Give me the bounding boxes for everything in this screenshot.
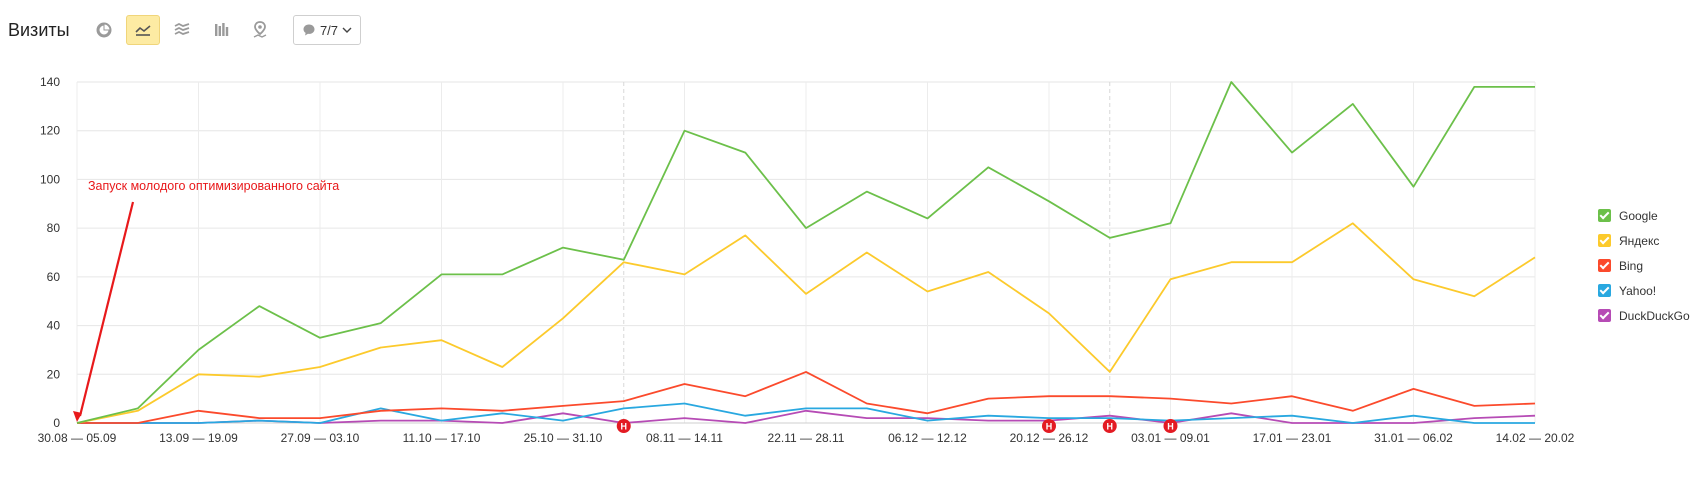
chart-legend: Google Яндекс Bing Yahoo! DuckDuckGo [1598, 203, 1702, 328]
x-tick-label: 13.09 — 19.09 [159, 431, 238, 445]
holiday-marker-label: Н [1046, 422, 1053, 432]
checkbox-checked-icon[interactable] [1598, 309, 1611, 322]
y-tick-label: 20 [47, 367, 61, 381]
bar-chart-icon [215, 23, 229, 36]
map-pin-icon [253, 21, 267, 38]
area-chart-view-button[interactable] [165, 15, 199, 45]
holiday-marker-label: Н [621, 422, 628, 432]
series-line-yahoo- [77, 402, 1535, 424]
series-line-bing [77, 370, 1536, 424]
series-line-яндекс [76, 222, 1536, 424]
x-tick-label: 17.01 — 23.01 [1253, 431, 1332, 445]
legend-item[interactable]: Yahoo! [1598, 278, 1702, 303]
legend-label: DuckDuckGo [1619, 308, 1690, 323]
checkbox-checked-icon[interactable] [1598, 209, 1611, 222]
pie-chart-view-button[interactable] [87, 15, 121, 45]
checkbox-checked-icon[interactable] [1598, 234, 1611, 247]
legend-label: Яндекс [1619, 233, 1660, 248]
y-tick-label: 140 [40, 75, 60, 89]
legend-label: Google [1619, 208, 1658, 223]
annotation-arrowhead [73, 411, 82, 422]
notes-count: 7/7 [319, 22, 339, 38]
chevron-down-icon [342, 27, 352, 33]
chart-area: 0 20 40 60 80 100 120 140 30.08 — 05.09 13.09 — 1… [0, 60, 1704, 476]
checkbox-checked-icon[interactable] [1598, 284, 1611, 297]
line-chart: 0 20 40 60 80 100 120 140 30.08 — 05.09 13.09 — 1… [38, 75, 1575, 445]
holiday-marker[interactable]: Н [1163, 419, 1178, 433]
legend-item[interactable]: DuckDuckGo [1598, 303, 1702, 328]
x-tick-label: 08.11 — 14.11 [646, 431, 723, 445]
line-chart-icon [135, 25, 151, 36]
chart-toolbar: Визиты [0, 12, 420, 50]
series-line-google [76, 81, 1535, 424]
y-tick-label: 80 [47, 221, 61, 235]
x-tick-label: 22.11 — 28.11 [768, 431, 845, 445]
x-tick-label: 27.09 — 03.10 [281, 431, 360, 445]
x-tick-label: 25.10 — 31.10 [524, 431, 603, 445]
legend-label: Bing [1619, 258, 1644, 273]
x-tick-label: 31.01 — 06.02 [1374, 431, 1453, 445]
area-chart-icon [174, 22, 190, 35]
checkbox-checked-icon[interactable] [1598, 259, 1611, 272]
notes-dropdown[interactable]: 7/7 [293, 15, 361, 45]
legend-item[interactable]: Bing [1598, 253, 1702, 278]
legend-item[interactable]: Google [1598, 203, 1702, 228]
legend-item[interactable]: Яндекс [1598, 228, 1702, 253]
map-view-button[interactable] [243, 15, 277, 45]
y-tick-label: 60 [47, 270, 61, 284]
bar-chart-view-button[interactable] [204, 15, 238, 45]
holiday-marker[interactable]: Н [1042, 419, 1056, 433]
y-tick-label: 100 [40, 172, 60, 186]
y-tick-label: 120 [40, 124, 60, 138]
page-title: Визиты [8, 20, 70, 40]
x-tick-label: 20.12 — 26.12 [1010, 431, 1089, 445]
annotation-arrow [78, 201, 135, 417]
holiday-marker[interactable]: Н [1102, 419, 1117, 433]
y-tick-label: 40 [47, 319, 61, 333]
y-tick-label: 0 [53, 416, 60, 430]
x-tick-label: 03.01 — 09.01 [1131, 431, 1210, 445]
x-tick-label: 06.12 — 12.12 [888, 431, 967, 445]
holiday-marker-label: Н [1107, 422, 1114, 432]
line-chart-view-button[interactable] [126, 15, 160, 45]
comment-icon [303, 24, 315, 36]
holiday-marker[interactable]: Н [616, 419, 631, 433]
pie-chart-icon [96, 22, 112, 38]
holiday-marker-label: Н [1167, 422, 1174, 432]
x-tick-label: 14.02 — 20.02 [1496, 431, 1575, 445]
x-tick-label: 11.10 — 17.10 [403, 431, 481, 445]
legend-label: Yahoo! [1619, 283, 1657, 298]
annotation-text: Запуск молодого оптимизированного сайта [88, 179, 339, 193]
x-tick-label: 30.08 — 05.09 [38, 431, 117, 445]
